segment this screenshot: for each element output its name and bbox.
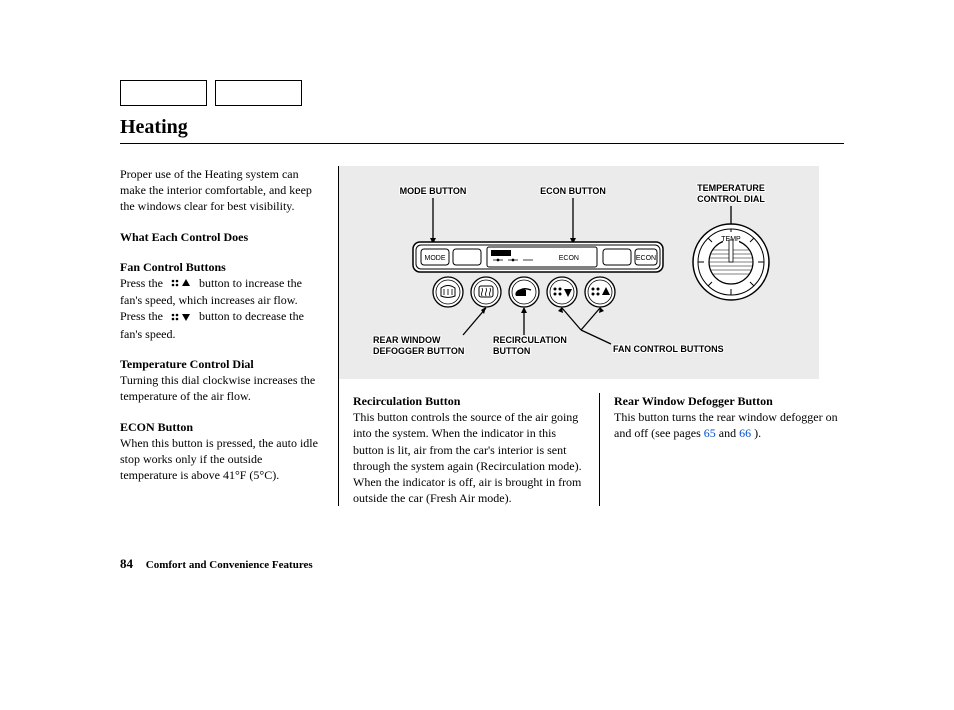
panel-econ-btn: ECON [636, 255, 656, 262]
fan-text-2a: Press the [120, 309, 163, 323]
control-diagram: MODE BUTTON ECON BUTTON TEMPERATURE CONT… [339, 166, 819, 379]
fan-paragraph-1: Press the button to increase the fan's s… [120, 275, 320, 309]
header-box [120, 80, 207, 106]
defog-paragraph: This button turns the rear window defogg… [614, 409, 844, 441]
heading-controls: What Each Control Does [120, 229, 320, 245]
fan-text-1a: Press the [120, 276, 163, 290]
panel-econ-indicator: ECON [559, 255, 579, 262]
panel-mode-text: MODE [425, 255, 446, 262]
econ-paragraph: When this button is pressed, the auto id… [120, 435, 320, 484]
page-number: 84 [120, 556, 133, 571]
round-button-defogger-rear [471, 277, 501, 307]
defog-text-mid: and [716, 426, 739, 440]
label-fan: FAN CONTROL BUTTONS [613, 344, 724, 354]
label-mode: MODE BUTTON [400, 186, 467, 196]
temp-paragraph: Turning this dial clockwise increases th… [120, 372, 320, 404]
defog-text-2: ). [751, 426, 761, 440]
label-econ: ECON BUTTON [540, 186, 606, 196]
column-3: Rear Window Defogger Button This button … [600, 393, 844, 506]
heading-temp: Temperature Control Dial [120, 356, 320, 372]
round-button-fan-down [547, 277, 577, 307]
label-rear-2: DEFOGGER BUTTON [373, 346, 464, 356]
header-boxes [120, 80, 844, 106]
page-title: Heating [120, 116, 844, 144]
footer: 84 Comfort and Convenience Features [120, 556, 844, 572]
label-recirc-1: RECIRCULATION [493, 335, 567, 345]
page-link-65[interactable]: 65 [704, 426, 716, 440]
label-recirc-2: BUTTON [493, 346, 530, 356]
recirc-paragraph: This button controls the source of the a… [353, 409, 585, 506]
round-button-recirc [509, 277, 539, 307]
heading-defog: Rear Window Defogger Button [614, 393, 844, 409]
heading-fan: Fan Control Buttons [120, 259, 320, 275]
label-temp-1: TEMPERATURE [697, 183, 765, 193]
fan-up-icon [170, 276, 192, 292]
round-button-defogger-front [433, 277, 463, 307]
column-2: Recirculation Button This button control… [339, 393, 600, 506]
fan-paragraph-2: Press the button to decrease the fan's s… [120, 308, 320, 342]
label-temp-2: CONTROL DIAL [697, 194, 765, 204]
column-1: Proper use of the Heating system can mak… [120, 166, 339, 506]
heading-econ: ECON Button [120, 419, 320, 435]
footer-section: Comfort and Convenience Features [146, 559, 313, 571]
header-box [215, 80, 302, 106]
label-rear-1: REAR WINDOW [373, 335, 441, 345]
intro-text: Proper use of the Heating system can mak… [120, 166, 320, 215]
heading-recirc: Recirculation Button [353, 393, 585, 409]
page-link-66[interactable]: 66 [739, 426, 751, 440]
fan-down-icon [170, 310, 192, 326]
round-button-fan-up [585, 277, 615, 307]
